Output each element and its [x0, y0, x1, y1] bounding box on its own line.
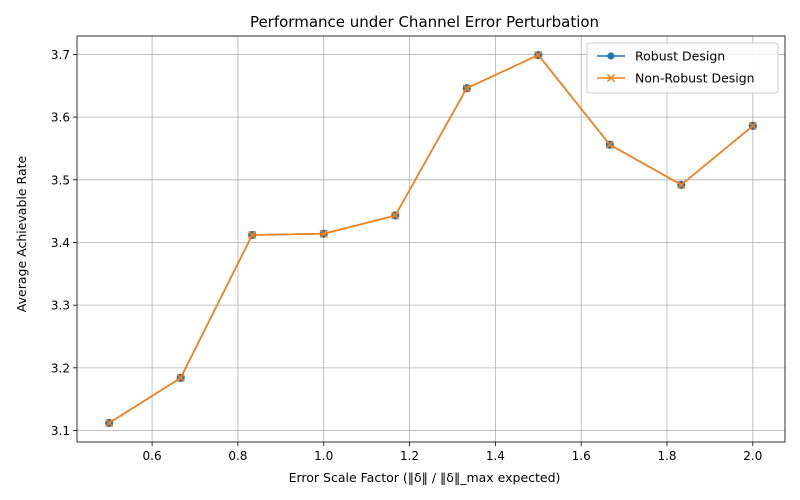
series-robust-design: [105, 50, 757, 428]
grid: [77, 36, 785, 442]
x-tick-label: 1.6: [572, 449, 591, 463]
legend: Robust Design Non-Robust Design: [586, 42, 779, 94]
y-tick-label: 3.6: [51, 111, 70, 125]
x-tick-label: 0.6: [143, 449, 162, 463]
y-axis-label: Average Achievable Rate: [14, 156, 29, 313]
data-point: [677, 180, 686, 189]
legend-box: [586, 42, 779, 94]
y-tick-label: 3.2: [51, 361, 70, 375]
chart-title: Performance under Channel Error Perturba…: [250, 13, 599, 31]
x-tick-label: 1.2: [400, 449, 419, 463]
x-tick-label: 2.0: [743, 449, 762, 463]
legend-marker: [607, 52, 615, 60]
axes: 0.6 0.8 1.0 1.2 1.4 1.6 1.8 2.0 3.1 3.2 3.3 3.4 3.5 3…: [51, 35, 786, 463]
x-tick-label: 1.4: [486, 449, 505, 463]
legend-marker: [606, 73, 616, 83]
legend-label: Non-Robust Design: [635, 71, 755, 86]
data-point: [462, 84, 471, 93]
series-non-robust-design: [105, 50, 757, 428]
data-point: [248, 230, 257, 240]
series-line: [108, 54, 754, 424]
y-tick-label: 3.5: [51, 173, 70, 187]
x-axis-label: Error Scale Factor (‖δ‖ / ‖δ‖_max expect…: [289, 470, 561, 485]
data-point: [748, 121, 757, 131]
data-point: [605, 140, 614, 149]
y-tick-label: 3.4: [51, 236, 70, 250]
plot-frame: [76, 35, 786, 443]
data-point: [391, 211, 400, 220]
y-tick-label: 3.3: [51, 299, 70, 313]
y-tick-label: 3.1: [51, 424, 70, 438]
data-point: [319, 229, 328, 238]
x-tick-label: 1.0: [314, 449, 333, 463]
x-tick-label: 0.8: [228, 449, 247, 463]
x-tick-label: 1.8: [657, 449, 676, 463]
data-point: [176, 373, 185, 383]
y-tick-label: 3.7: [51, 48, 70, 62]
series: [105, 50, 757, 428]
data-point: [534, 50, 543, 60]
legend-label: Robust Design: [635, 49, 725, 64]
data-point: [105, 418, 114, 428]
